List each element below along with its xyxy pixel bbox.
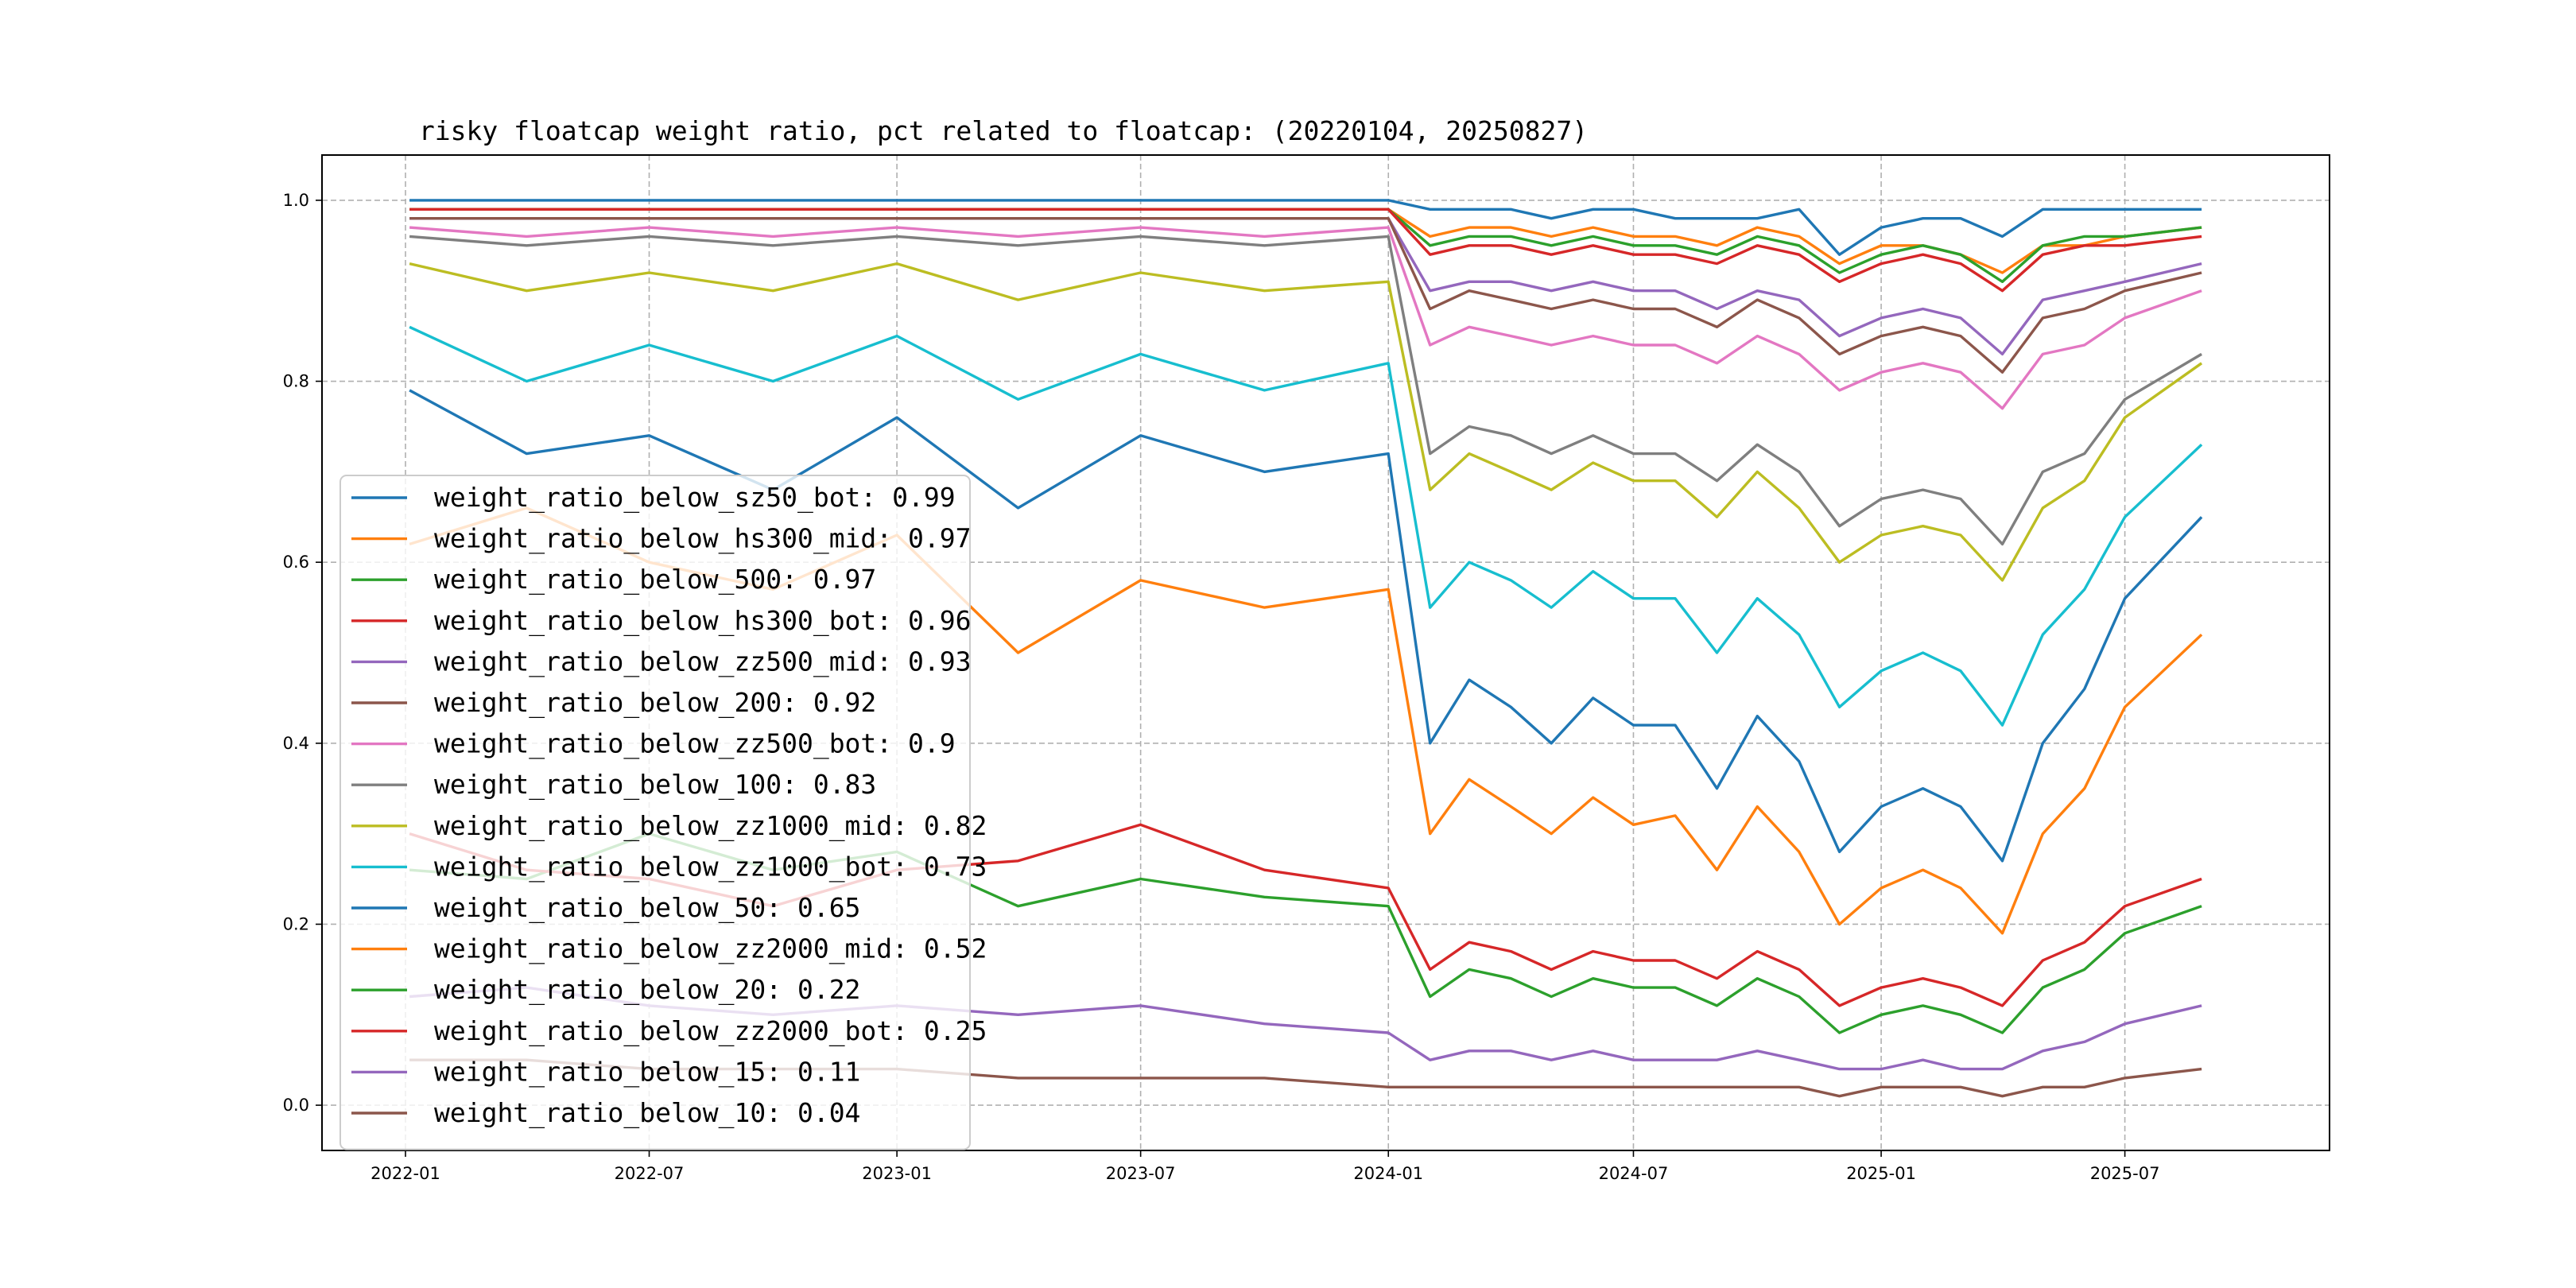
plot-frame: [321, 154, 2330, 1151]
x-tick-label: 2022-01: [370, 1164, 440, 1183]
series-line: [409, 262, 2203, 582]
x-tick-label: 2022-07: [615, 1164, 685, 1183]
legend-label: weight_ratio_below_100: 0.83: [434, 769, 876, 801]
y-tick-label: 0.4: [283, 734, 309, 753]
legend-label: weight_ratio_below_zz2000_mid: 0.52: [434, 933, 987, 965]
y-tick-label: 0.8: [283, 372, 309, 391]
legend-label: weight_ratio_below_200: 0.92: [434, 687, 876, 719]
legend-label: weight_ratio_below_zz1000_mid: 0.82: [434, 810, 987, 842]
series-line: [409, 199, 2202, 256]
chart-title: risky floatcap weight ratio, pct related…: [419, 115, 1588, 146]
legend-label: weight_ratio_below_50: 0.65: [434, 892, 860, 924]
series-lines: [409, 199, 2203, 1098]
y-tick-label: 0.2: [283, 914, 309, 933]
legend-label: weight_ratio_below_hs300_mid: 0.97: [434, 523, 972, 555]
legend: weight_ratio_below_sz50_bot: 0.99 weight_…: [339, 475, 987, 1150]
y-tick-label: 0.0: [283, 1096, 309, 1115]
legend-label: weight_ratio_below_500: 0.97: [434, 564, 876, 596]
series-line: [409, 389, 2203, 863]
legend-box: [339, 475, 971, 1150]
x-tick-label: 2024-07: [1599, 1164, 1669, 1183]
legend-label: weight_ratio_below_zz1000_bot: 0.73: [434, 851, 987, 883]
legend-label: weight_ratio_below_sz50_bot: 0.99: [434, 482, 956, 514]
legend-label: weight_ratio_below_zz2000_bot: 0.25: [434, 1015, 987, 1047]
series-line: [409, 325, 2203, 727]
y-tick-label: 0.6: [283, 553, 309, 572]
x-tick-label: 2024-01: [1353, 1164, 1423, 1183]
x-tick-label: 2025-01: [1846, 1164, 1916, 1183]
legend-label: weight_ratio_below_20: 0.22: [434, 974, 860, 1006]
axes: 2022-01 2022-07 2023-01 2023-07 2024-01 2024-…: [283, 154, 2330, 1183]
legend-label: weight_ratio_below_zz500_bot: 0.9: [434, 728, 956, 760]
legend-label: weight_ratio_below_zz500_mid: 0.93: [434, 646, 972, 677]
x-tick-label: 2025-07: [2090, 1164, 2160, 1183]
x-tick-label: 2023-07: [1106, 1164, 1176, 1183]
y-tick-label: 1.0: [283, 191, 309, 210]
series-line: [409, 226, 2202, 410]
series-line: [409, 217, 2202, 374]
legend-label: weight_ratio_below_hs300_bot: 0.96: [434, 605, 972, 637]
legend-label: weight_ratio_below_10: 0.04: [434, 1097, 860, 1129]
x-tick-label: 2023-01: [862, 1164, 932, 1183]
series-line: [409, 235, 2202, 546]
legend-label: weight_ratio_below_15: 0.11: [434, 1056, 860, 1088]
series-line: [409, 208, 2202, 293]
